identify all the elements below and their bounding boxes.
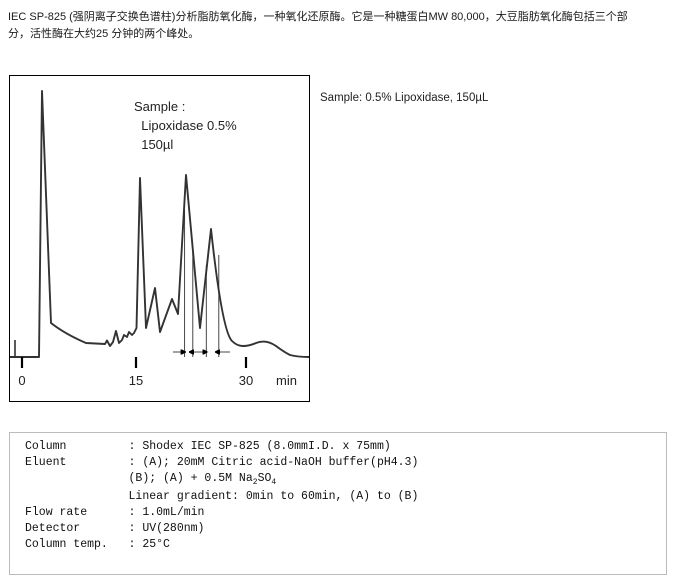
svg-text:30: 30: [239, 373, 253, 388]
svg-text:min: min: [276, 373, 297, 388]
svg-text:0: 0: [18, 373, 25, 388]
svg-text:15: 15: [129, 373, 143, 388]
